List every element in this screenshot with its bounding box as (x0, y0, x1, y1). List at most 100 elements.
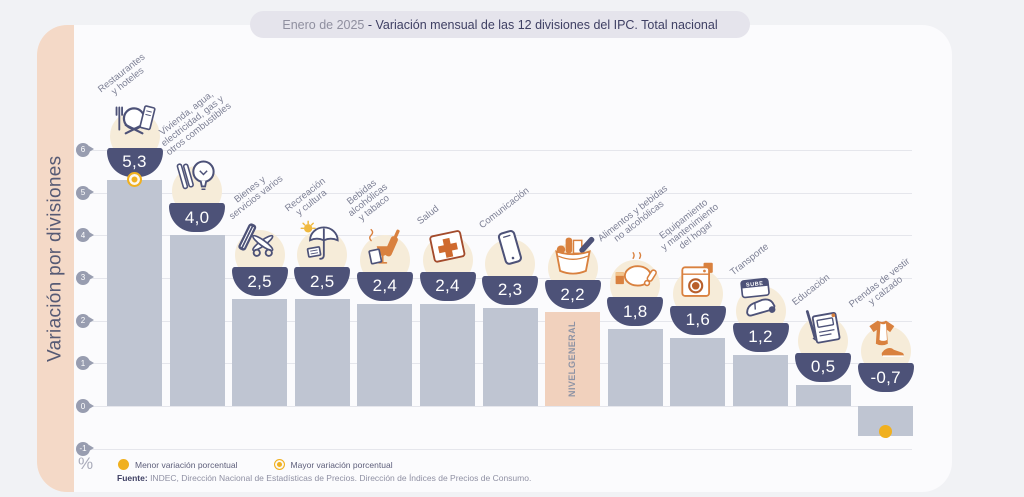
bar-value: 2,2 (560, 284, 585, 304)
min-variation-dot-icon (118, 459, 129, 470)
health-icon (428, 229, 465, 263)
chart-title: Enero de 2025 - Variación mensual de las… (282, 18, 717, 32)
category-medallion: 0,5 (795, 304, 852, 382)
value-bowl: 2,3 (482, 275, 539, 305)
y-tick: -1 (76, 441, 94, 456)
bar-value: 2,4 (435, 276, 460, 296)
bar-value: 2,3 (497, 280, 523, 300)
category-medallion: 2,5 (294, 218, 351, 297)
value-bowl: 4,0 (169, 203, 226, 233)
category-medallion: 1,8 (607, 248, 664, 327)
chart-bar (420, 303, 475, 406)
category-medallion: 2,3 (482, 227, 539, 305)
y-tick: 2 (76, 313, 94, 328)
category-medallion: 2,5 (231, 218, 288, 297)
legend-mayor-label: Mayor variación porcentual (290, 459, 393, 470)
chart-bar (294, 299, 350, 406)
y-tick: 3 (76, 270, 94, 285)
chart-bar (169, 235, 225, 406)
general-level-bar: NIVEL GENERAL (545, 312, 601, 406)
category-label: Recreación y cultura (283, 176, 330, 219)
chart-title-period: Enero de 2025 (282, 17, 365, 32)
bar-value: -0,7 (870, 367, 901, 387)
chart-title-text: - Variación mensual de las 12 divisiones… (364, 17, 718, 32)
max-variation-dot-icon (273, 459, 285, 470)
alcohol-tobacco-icon (368, 228, 400, 264)
gridline (90, 406, 912, 407)
chart-bar (607, 329, 663, 406)
bar-value: 1,2 (748, 327, 773, 347)
value-bowl: 2,4 (419, 271, 476, 301)
chart-bar (795, 384, 851, 406)
chart-bar (107, 179, 162, 406)
ylabel-strip: Variación por divisiones (37, 25, 74, 492)
value-bowl: 1,6 (669, 305, 726, 335)
category-medallion: -0,7 (857, 314, 914, 392)
value-bowl: 2,5 (231, 267, 288, 297)
percent-unit-label: % (78, 454, 94, 473)
value-bowl: 2,4 (356, 271, 413, 301)
communication-icon (498, 229, 523, 265)
bar-value: 4,0 (184, 207, 210, 227)
bar-value: 2,5 (247, 271, 272, 291)
restaurant-icon (115, 104, 156, 135)
min-variation-marker (879, 424, 893, 438)
clothing-footwear-icon (869, 320, 904, 357)
bar-value: 1,6 (685, 310, 711, 330)
food-beverages-icon (615, 252, 658, 287)
y-tick: 4 (76, 228, 94, 243)
bar-value: 2,5 (310, 271, 335, 291)
value-bowl: -0,7 (857, 363, 914, 392)
value-bowl: 1,8 (607, 297, 664, 327)
bar-value: 2,4 (372, 276, 398, 296)
transport-icon: SUBE (739, 277, 775, 317)
gridline (90, 149, 912, 151)
source-label: Fuente: (117, 473, 148, 483)
bar-value: 0,5 (810, 357, 836, 377)
category-medallion: 2,4 (356, 223, 413, 301)
category-label: Transporte (727, 241, 771, 278)
max-variation-marker (127, 171, 142, 187)
value-bowl: 2,5 (294, 267, 351, 297)
y-tick: 5 (76, 185, 94, 200)
legend-minor-label: Menor variación porcentual (135, 459, 238, 470)
category-medallion: 5,3 (106, 99, 163, 177)
category-medallion: 2,2 (544, 231, 601, 310)
category-medallion: 1,6 (669, 257, 726, 335)
value-bowl: 0,5 (795, 352, 852, 382)
category-label: Bienes y servicios varios (226, 173, 285, 223)
value-bowl: 2,2 (544, 280, 601, 310)
chart-bar (482, 307, 538, 406)
recreation-culture-icon (300, 220, 339, 260)
goods-services-icon (238, 223, 274, 258)
svg-text:SUBE: SUBE (745, 281, 763, 289)
category-medallion: 4,0 (169, 154, 226, 233)
category-label: Prendas de vestir y calzado (846, 255, 912, 311)
source-text: INDEC, Dirección Nacional de Estadística… (147, 473, 532, 483)
education-icon (806, 309, 841, 344)
chart-title-pill: Enero de 2025 - Variación mensual de las… (250, 11, 750, 38)
y-tick: 0 (76, 399, 94, 413)
y-tick: 6 (76, 142, 94, 157)
value-bowl: 5,3 (106, 147, 163, 177)
home-equipment-icon (681, 262, 713, 297)
category-label: Restaurantes y hoteles (95, 51, 147, 98)
chart-bar (232, 299, 288, 406)
housing-utilities-icon (176, 160, 215, 191)
y-tick: 1 (76, 356, 94, 371)
legend: Menor variación porcentual Mayor variaci… (118, 459, 393, 470)
bar-value: 5,3 (122, 152, 147, 172)
chart-bar (733, 354, 788, 406)
shopping-basket-icon (554, 236, 595, 275)
general-level-label: NIVEL GENERAL (567, 321, 578, 397)
category-medallion: SUBE 1,2 (732, 274, 789, 352)
value-bowl: 1,2 (732, 322, 789, 352)
gridline (90, 448, 912, 450)
chart-bar (357, 303, 413, 406)
category-label: Vivienda, agua, electricidad, gas y otro… (157, 89, 234, 159)
bar-value: 1,8 (623, 301, 648, 321)
source-note: Fuente: INDEC, Dirección Nacional de Est… (117, 473, 531, 483)
gridline (90, 192, 912, 194)
